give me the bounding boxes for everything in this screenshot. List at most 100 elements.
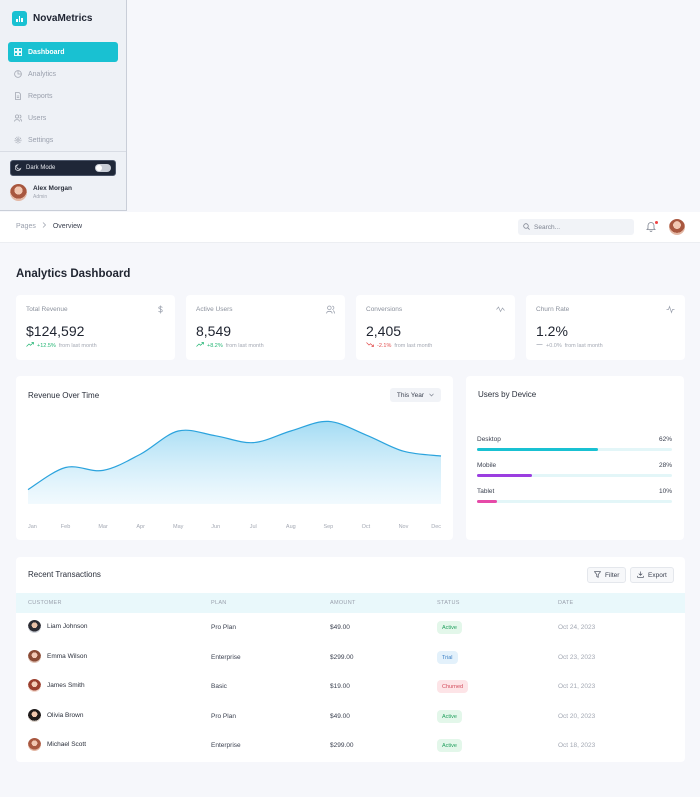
stat-change: +0.0% from last month bbox=[536, 342, 603, 349]
moon-icon bbox=[14, 163, 22, 173]
stat-change-suffix: from last month bbox=[225, 342, 264, 349]
breadcrumb-item[interactable]: Pages bbox=[16, 222, 36, 230]
stat-change-value: +8.2% bbox=[207, 342, 223, 349]
table-row[interactable]: James Smith Basic $19.00 Churned Oct 21,… bbox=[16, 672, 685, 701]
sidebar-item-label: Analytics bbox=[28, 70, 57, 78]
user-profile[interactable]: Alex Morgan Admin bbox=[10, 184, 72, 201]
avatar bbox=[28, 620, 41, 633]
stat-card-churn: Churn Rate 1.2% +0.0% from last month bbox=[526, 295, 685, 360]
device-row-desktop: Desktop 62% bbox=[477, 436, 672, 451]
customer-cell: Michael Scott bbox=[28, 738, 86, 751]
customer-name: Olivia Brown bbox=[47, 712, 84, 719]
column-header[interactable]: STATUS bbox=[437, 600, 460, 606]
column-header[interactable]: DATE bbox=[558, 600, 574, 606]
device-percent: 28% bbox=[658, 462, 672, 469]
avatar bbox=[28, 679, 41, 692]
x-tick-label: Jun bbox=[211, 524, 220, 530]
notification-button[interactable] bbox=[646, 221, 658, 233]
stat-value: 8,549 bbox=[196, 323, 232, 339]
status-badge: Active bbox=[437, 739, 462, 752]
stat-change: -2.1% from last month bbox=[366, 342, 432, 349]
pie-chart-icon bbox=[13, 70, 22, 79]
amount-cell: $49.00 bbox=[330, 713, 350, 720]
plan-cell: Pro Plan bbox=[211, 624, 236, 631]
gear-icon bbox=[13, 136, 22, 145]
chevron-down-icon bbox=[429, 392, 434, 399]
device-progress-track bbox=[477, 500, 672, 503]
sidebar-item-settings[interactable]: Settings bbox=[8, 130, 118, 150]
avatar bbox=[28, 650, 41, 663]
device-progress-fill bbox=[477, 474, 532, 477]
status-badge: Trial bbox=[437, 651, 458, 664]
device-card: Users by Device Desktop 62% Mobile 28% T… bbox=[466, 376, 684, 540]
column-header[interactable]: CUSTOMER bbox=[28, 600, 62, 606]
search-box[interactable] bbox=[518, 219, 634, 235]
x-tick-label: Feb bbox=[61, 524, 70, 530]
avatar bbox=[10, 184, 27, 201]
table-row[interactable]: Emma Wilson Enterprise $299.00 Trial Oct… bbox=[16, 643, 685, 672]
column-header[interactable]: AMOUNT bbox=[330, 600, 356, 606]
x-tick-label: Apr bbox=[136, 524, 145, 530]
customer-cell: James Smith bbox=[28, 679, 85, 692]
search-input[interactable] bbox=[534, 223, 624, 231]
stat-change-suffix: from last month bbox=[394, 342, 433, 349]
revenue-area bbox=[28, 421, 441, 504]
users-icon bbox=[13, 114, 22, 123]
status-badge: Churned bbox=[437, 680, 469, 693]
x-tick-label: Nov bbox=[399, 524, 409, 530]
download-icon bbox=[637, 570, 644, 580]
topbar: Pages Overview bbox=[0, 212, 700, 243]
x-tick-label: Jul bbox=[250, 524, 257, 530]
brand[interactable]: NovaMetrics bbox=[12, 11, 92, 26]
plan-cell: Basic bbox=[211, 683, 227, 690]
app-name: NovaMetrics bbox=[33, 13, 93, 24]
sidebar-nav: Dashboard Analytics Reports Users Settin… bbox=[8, 42, 118, 152]
customer-cell: Olivia Brown bbox=[28, 709, 83, 722]
device-progress-fill bbox=[477, 500, 497, 503]
stat-change-value: +0.0% bbox=[546, 342, 562, 349]
period-select-value: This Year bbox=[396, 391, 424, 399]
column-header[interactable]: PLAN bbox=[211, 600, 227, 606]
notification-dot bbox=[655, 221, 658, 224]
period-select[interactable]: This Year bbox=[389, 388, 441, 402]
users-icon bbox=[326, 305, 335, 314]
sidebar-item-dashboard[interactable]: Dashboard bbox=[8, 42, 118, 62]
sidebar-item-analytics[interactable]: Analytics bbox=[8, 64, 118, 84]
bar-chart-logo-icon bbox=[12, 11, 27, 26]
dark-mode-switch[interactable] bbox=[95, 164, 111, 172]
filter-icon bbox=[593, 570, 602, 580]
sidebar-item-label: Settings bbox=[28, 136, 54, 144]
amount-cell: $299.00 bbox=[330, 742, 354, 749]
sidebar-item-users[interactable]: Users bbox=[8, 108, 118, 128]
trend-up-icon bbox=[196, 342, 204, 349]
amount-cell: $19.00 bbox=[330, 683, 350, 690]
device-progress-track bbox=[477, 474, 672, 477]
table-row[interactable]: Olivia Brown Pro Plan $49.00 Active Oct … bbox=[16, 702, 685, 731]
customer-name: Liam Johnson bbox=[47, 623, 88, 630]
x-tick-label: Jan bbox=[28, 524, 37, 530]
customer-cell: Emma Wilson bbox=[28, 650, 87, 663]
date-cell: Oct 20, 2023 bbox=[558, 713, 596, 720]
chevron-right-icon bbox=[42, 222, 47, 230]
stat-label: Churn Rate bbox=[536, 306, 570, 313]
stat-label: Conversions bbox=[366, 306, 403, 313]
table-row[interactable]: Michael Scott Enterprise $299.00 Active … bbox=[16, 731, 685, 760]
status-badge: Active bbox=[437, 710, 462, 723]
export-button[interactable]: Export bbox=[630, 567, 674, 583]
device-row-tablet: Tablet 10% bbox=[477, 488, 672, 503]
stat-change-value: +12.5% bbox=[37, 342, 56, 349]
revenue-chart-card: Jan Feb Mar Apr May Jun Jul Aug Sep Oct Nov Dec Rev… bbox=[16, 376, 453, 540]
table-row[interactable]: Liam Johnson Pro Plan $49.00 Active Oct … bbox=[16, 613, 685, 642]
x-tick-label: May bbox=[173, 524, 184, 530]
sidebar-item-reports[interactable]: Reports bbox=[8, 86, 118, 106]
plan-cell: Pro Plan bbox=[211, 713, 236, 720]
dark-mode-toggle[interactable]: Dark Mode bbox=[10, 160, 116, 176]
device-percent: 10% bbox=[658, 488, 672, 495]
device-progress-fill bbox=[477, 448, 598, 451]
stat-label: Active Users bbox=[196, 306, 233, 313]
avatar[interactable] bbox=[669, 219, 685, 235]
stat-value: $124,592 bbox=[26, 323, 85, 339]
bell-icon bbox=[646, 222, 656, 234]
revenue-line bbox=[27, 420, 442, 491]
filter-button[interactable]: Filter bbox=[587, 567, 627, 583]
